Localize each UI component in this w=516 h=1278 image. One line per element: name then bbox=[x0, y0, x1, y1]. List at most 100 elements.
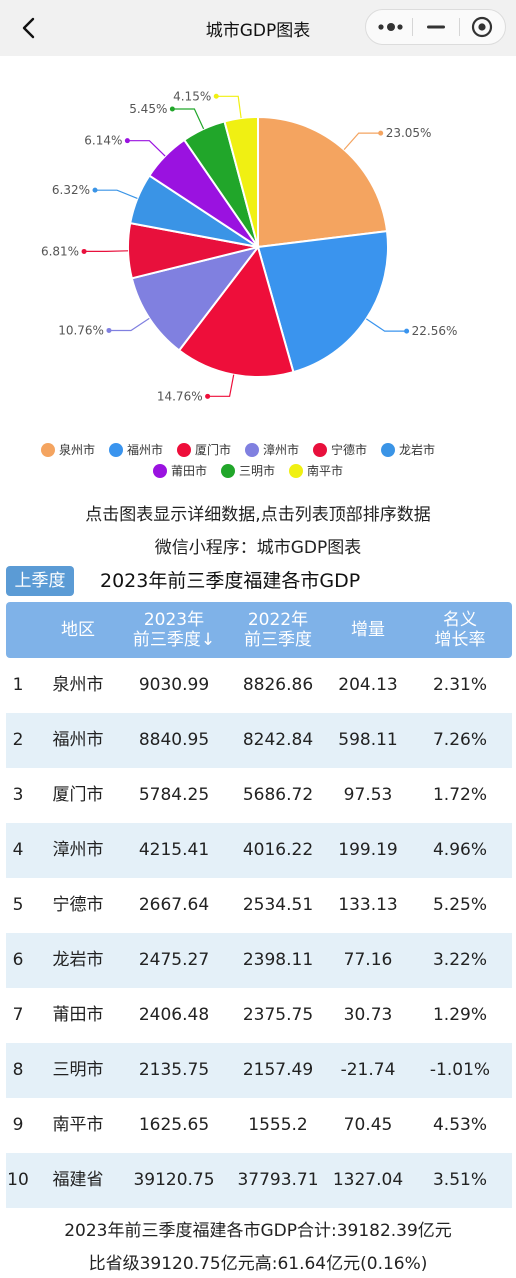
header-growth-rate[interactable]: 名义 增长率 bbox=[408, 602, 512, 658]
back-arrow-icon[interactable] bbox=[18, 16, 40, 40]
page-title: 城市GDP图表 bbox=[205, 21, 311, 41]
table-row[interactable]: 6 龙岩市 2475.27 2398.11 77.16 3.22% bbox=[6, 933, 512, 988]
minimize-button[interactable] bbox=[413, 10, 459, 44]
cell-region: 龙岩市 bbox=[52, 950, 104, 970]
pie-slice[interactable] bbox=[130, 245, 261, 352]
cell-rate: 1.29% bbox=[432, 1005, 487, 1025]
legend-item[interactable]: 莆田市 bbox=[153, 463, 207, 478]
cell-rank: 10 bbox=[7, 1170, 29, 1190]
header-region-label: 地区 bbox=[61, 620, 95, 640]
legend-item[interactable]: 福州市 bbox=[109, 442, 163, 457]
cell-region: 莆田市 bbox=[52, 1005, 104, 1025]
pie-slice[interactable] bbox=[257, 115, 389, 249]
table-row[interactable]: 4 漳州市 4215.41 4016.22 199.19 4.96% bbox=[6, 823, 512, 878]
cell-rate: 7.26% bbox=[432, 730, 487, 750]
legend-item[interactable]: 三明市 bbox=[221, 463, 275, 478]
header-increase[interactable]: 增量 bbox=[328, 602, 408, 658]
more-button[interactable] bbox=[366, 10, 412, 44]
cell-inc: 598.11 bbox=[338, 730, 398, 750]
legend-label: 泉州市 bbox=[59, 442, 95, 457]
cell-rate: 4.53% bbox=[432, 1115, 487, 1135]
cell-region: 宁德市 bbox=[52, 895, 104, 915]
legend-swatch bbox=[109, 443, 123, 457]
legend-item[interactable]: 厦门市 bbox=[177, 442, 231, 457]
table-row[interactable]: 9 南平市 1625.65 1555.2 70.45 4.53% bbox=[6, 1098, 512, 1153]
cell-region: 福建省 bbox=[52, 1170, 104, 1190]
cell-region: 漳州市 bbox=[52, 840, 104, 860]
header-2022[interactable]: 2022年 前三季度 bbox=[228, 602, 328, 658]
table-row[interactable]: 7 莆田市 2406.48 2375.75 30.73 1.29% bbox=[6, 988, 512, 1043]
legend-item[interactable]: 泉州市 bbox=[41, 442, 95, 457]
legend-item[interactable]: 宁德市 bbox=[313, 442, 367, 457]
table-title: 2023年前三季度福建各市GDP bbox=[100, 570, 361, 592]
cell-rate: 3.51% bbox=[432, 1170, 487, 1190]
slice-label: 6.14% bbox=[84, 134, 122, 148]
cell-rank: 8 bbox=[12, 1060, 24, 1080]
table-row[interactable]: 2 福州市 8840.95 8242.84 598.11 7.26% bbox=[6, 713, 512, 768]
cell-region: 福州市 bbox=[52, 730, 104, 750]
table-row[interactable]: 3 厦门市 5784.25 5686.72 97.53 1.72% bbox=[6, 768, 512, 823]
capsule-divider bbox=[412, 18, 413, 36]
cell-inc: 1327.04 bbox=[332, 1170, 404, 1190]
header-region[interactable]: 地区 bbox=[36, 602, 120, 658]
legend-label: 福州市 bbox=[127, 442, 163, 457]
slice-label: 5.45% bbox=[129, 102, 167, 116]
nav-bar: 城市GDP图表 bbox=[0, 0, 516, 56]
close-button[interactable] bbox=[460, 10, 506, 44]
leader-line bbox=[84, 250, 129, 252]
gdp-share-pie-chart[interactable]: 23.05% 22.56% 14.76% 10.76% 6.81% 6.32% 6.14% 5… bbox=[0, 56, 516, 496]
cell-rank: 1 bbox=[12, 675, 24, 695]
cell-rate: 1.72% bbox=[432, 785, 487, 805]
cell-v2022: 8826.86 bbox=[242, 675, 314, 695]
cell-inc: 204.13 bbox=[338, 675, 398, 695]
leader-dot bbox=[213, 93, 219, 99]
mini-program-capsule bbox=[365, 9, 506, 45]
cell-inc: 70.45 bbox=[343, 1115, 393, 1135]
slice-label: 6.32% bbox=[52, 183, 90, 197]
header-2022-line2: 前三季度 bbox=[244, 630, 312, 650]
pie-slice[interactable] bbox=[177, 244, 295, 378]
legend-item[interactable]: 龙岩市 bbox=[381, 442, 435, 457]
header-2023[interactable]: 2023年 前三季度↓ bbox=[120, 602, 228, 658]
cell-rank: 5 bbox=[12, 895, 24, 915]
cell-v2022: 1555.2 bbox=[248, 1115, 308, 1135]
legend-item[interactable]: 漳州市 bbox=[245, 442, 299, 457]
legend-swatch bbox=[313, 443, 327, 457]
cell-rate: 4.96% bbox=[432, 840, 487, 860]
table-row[interactable]: 5 宁德市 2667.64 2534.51 133.13 5.25% bbox=[6, 878, 512, 933]
cell-v2022: 8242.84 bbox=[242, 730, 314, 750]
cell-rank: 9 bbox=[12, 1115, 24, 1135]
cell-v2023: 2406.48 bbox=[138, 1005, 210, 1025]
legend-swatch bbox=[177, 443, 191, 457]
header-rate-line2: 增长率 bbox=[434, 630, 486, 650]
legend-label: 宁德市 bbox=[331, 442, 367, 457]
legend-swatch bbox=[221, 464, 235, 478]
table-row[interactable]: 1 泉州市 9030.99 8826.86 204.13 2.31% bbox=[6, 658, 512, 713]
header-increase-label: 增量 bbox=[351, 620, 385, 640]
cell-v2022: 5686.72 bbox=[242, 785, 314, 805]
cell-region: 南平市 bbox=[52, 1115, 104, 1135]
legend-item[interactable]: 南平市 bbox=[289, 463, 343, 478]
previous-quarter-button[interactable]: 上季度 bbox=[6, 566, 74, 596]
cell-rank: 2 bbox=[12, 730, 24, 750]
leader-dot bbox=[404, 328, 410, 334]
cell-v2022: 2375.75 bbox=[242, 1005, 314, 1025]
legend-label: 厦门市 bbox=[195, 442, 231, 457]
cell-rate: 3.22% bbox=[432, 950, 487, 970]
target-close-icon bbox=[471, 16, 493, 38]
cell-v2023: 2667.64 bbox=[138, 895, 210, 915]
table-row[interactable]: 10 福建省 39120.75 37793.71 1327.04 3.51% bbox=[6, 1153, 512, 1208]
cell-inc: 199.19 bbox=[338, 840, 398, 860]
total-summary: 2023年前三季度福建各市GDP合计:39182.39亿元 bbox=[64, 1221, 452, 1241]
cell-v2023: 2475.27 bbox=[138, 950, 210, 970]
cell-rate: 5.25% bbox=[432, 895, 487, 915]
cell-v2023: 9030.99 bbox=[138, 675, 210, 695]
chart-hint-text: 点击图表显示详细数据,点击列表顶部排序数据 bbox=[85, 505, 431, 525]
legend-swatch bbox=[41, 443, 55, 457]
table-row[interactable]: 8 三明市 2135.75 2157.49 -21.74 -1.01% bbox=[6, 1043, 512, 1098]
header-2022-line1: 2022年 bbox=[247, 610, 309, 630]
cell-region: 三明市 bbox=[52, 1060, 104, 1080]
leader-dot bbox=[92, 187, 98, 193]
leader-dot bbox=[106, 327, 112, 333]
pie-slice[interactable] bbox=[223, 115, 259, 248]
